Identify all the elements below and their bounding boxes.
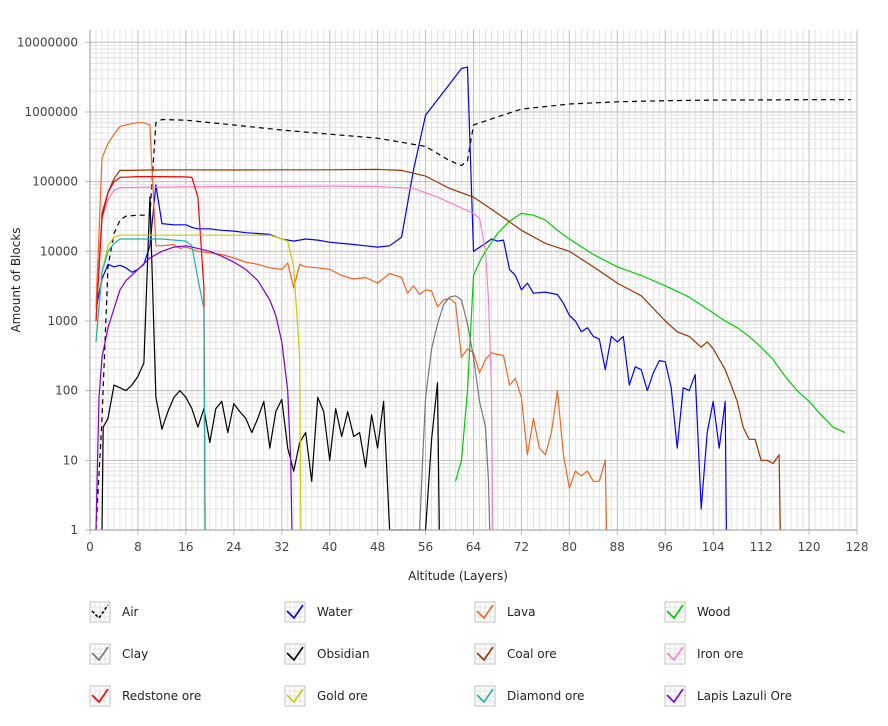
legend-swatch-line <box>666 604 684 620</box>
legend-swatch-line <box>91 688 109 704</box>
y-tick-label: 10000000 <box>17 35 78 49</box>
x-tick-label: 112 <box>750 540 773 554</box>
legend-label: Lapis Lazuli Ore <box>697 689 792 703</box>
legend-item-diamond-ore: Diamond ore <box>474 685 584 707</box>
y-tick-label: 1000 <box>47 314 78 328</box>
legend-swatch-line <box>286 688 304 704</box>
x-tick-label: 40 <box>322 540 337 554</box>
legend-item-air: Air <box>89 601 139 623</box>
legend-swatch-line <box>666 646 684 662</box>
legend-swatch-line <box>476 646 494 662</box>
legend-label: Diamond ore <box>507 689 584 703</box>
legend-swatch-line <box>286 604 304 620</box>
series-layer <box>95 66 851 531</box>
legend-item-iron-ore: Iron ore <box>664 643 743 665</box>
series-line-wood <box>454 212 846 482</box>
legend-item-clay: Clay <box>89 643 148 665</box>
series-line-lava <box>95 122 608 531</box>
axes: 0 8 16 24 32 40 48 56 64 72 80 88 96 104 112 120 128 1 10 1… <box>17 30 869 554</box>
y-tick-label: 100000 <box>32 175 78 189</box>
series-line-obsidian <box>101 196 440 531</box>
y-axis-label: Amount of Blocks <box>9 227 23 332</box>
legend-label: Redstone ore <box>122 689 201 703</box>
legend-label: Coal ore <box>507 647 557 661</box>
legend-item-lapis-lazuli-ore: Lapis Lazuli Ore <box>664 685 792 707</box>
legend-label: Wood <box>697 605 730 619</box>
series-line-air <box>95 99 851 531</box>
x-tick-label: 88 <box>610 540 625 554</box>
legend-label: Gold ore <box>317 689 368 703</box>
series-line-lapis-lazuli-ore <box>95 245 293 531</box>
legend-label: Clay <box>122 647 148 661</box>
legend-swatch-line <box>91 604 109 620</box>
x-tick-label: 8 <box>134 540 142 554</box>
series-line-diamond-ore <box>95 238 206 531</box>
x-tick-label: 120 <box>798 540 821 554</box>
y-tick-label: 1 <box>70 523 78 537</box>
x-tick-label: 96 <box>658 540 673 554</box>
legend: Air Water Lava Wood Clay Obsidian Coal ore Iron… <box>89 601 792 707</box>
legend-label: Iron ore <box>697 647 743 661</box>
legend-item-water: Water <box>284 601 353 623</box>
legend-item-obsidian: Obsidian <box>284 643 370 665</box>
series-line-gold-ore <box>95 234 302 531</box>
x-tick-label: 24 <box>226 540 241 554</box>
x-tick-label: 32 <box>274 540 289 554</box>
grid <box>85 30 858 535</box>
legend-label: Water <box>317 605 353 619</box>
x-tick-label: 48 <box>370 540 385 554</box>
legend-item-coal-ore: Coal ore <box>474 643 557 665</box>
legend-swatch-line <box>476 604 494 620</box>
legend-item-wood: Wood <box>664 601 730 623</box>
x-tick-label: 64 <box>466 540 481 554</box>
series-line-water <box>95 66 727 531</box>
legend-swatch-line <box>476 688 494 704</box>
legend-item-redstone-ore: Redstone ore <box>89 685 201 707</box>
x-tick-label: 72 <box>514 540 529 554</box>
series-line-clay <box>419 295 491 531</box>
legend-swatch-line <box>666 688 684 704</box>
legend-item-lava: Lava <box>474 601 536 623</box>
series-line-iron-ore <box>95 185 494 531</box>
legend-swatch-line <box>91 646 109 662</box>
y-tick-label: 10 <box>63 453 78 467</box>
legend-label: Lava <box>507 605 536 619</box>
series-line-coal-ore <box>95 168 781 531</box>
series-line-redstone-ore <box>95 176 206 531</box>
legend-item-gold-ore: Gold ore <box>284 685 368 707</box>
x-tick-label: 56 <box>418 540 433 554</box>
y-tick-label: 1000000 <box>25 105 78 119</box>
y-tick-label: 10000 <box>40 244 78 258</box>
x-tick-label: 80 <box>562 540 577 554</box>
legend-swatch-line <box>286 646 304 662</box>
y-tick-label: 100 <box>55 384 78 398</box>
x-tick-label: 104 <box>702 540 725 554</box>
legend-label: Air <box>122 605 139 619</box>
x-tick-label: 0 <box>86 540 94 554</box>
x-tick-label: 128 <box>846 540 869 554</box>
x-axis-label: Altitude (Layers) <box>408 569 508 583</box>
x-tick-label: 16 <box>178 540 193 554</box>
legend-label: Obsidian <box>317 647 370 661</box>
